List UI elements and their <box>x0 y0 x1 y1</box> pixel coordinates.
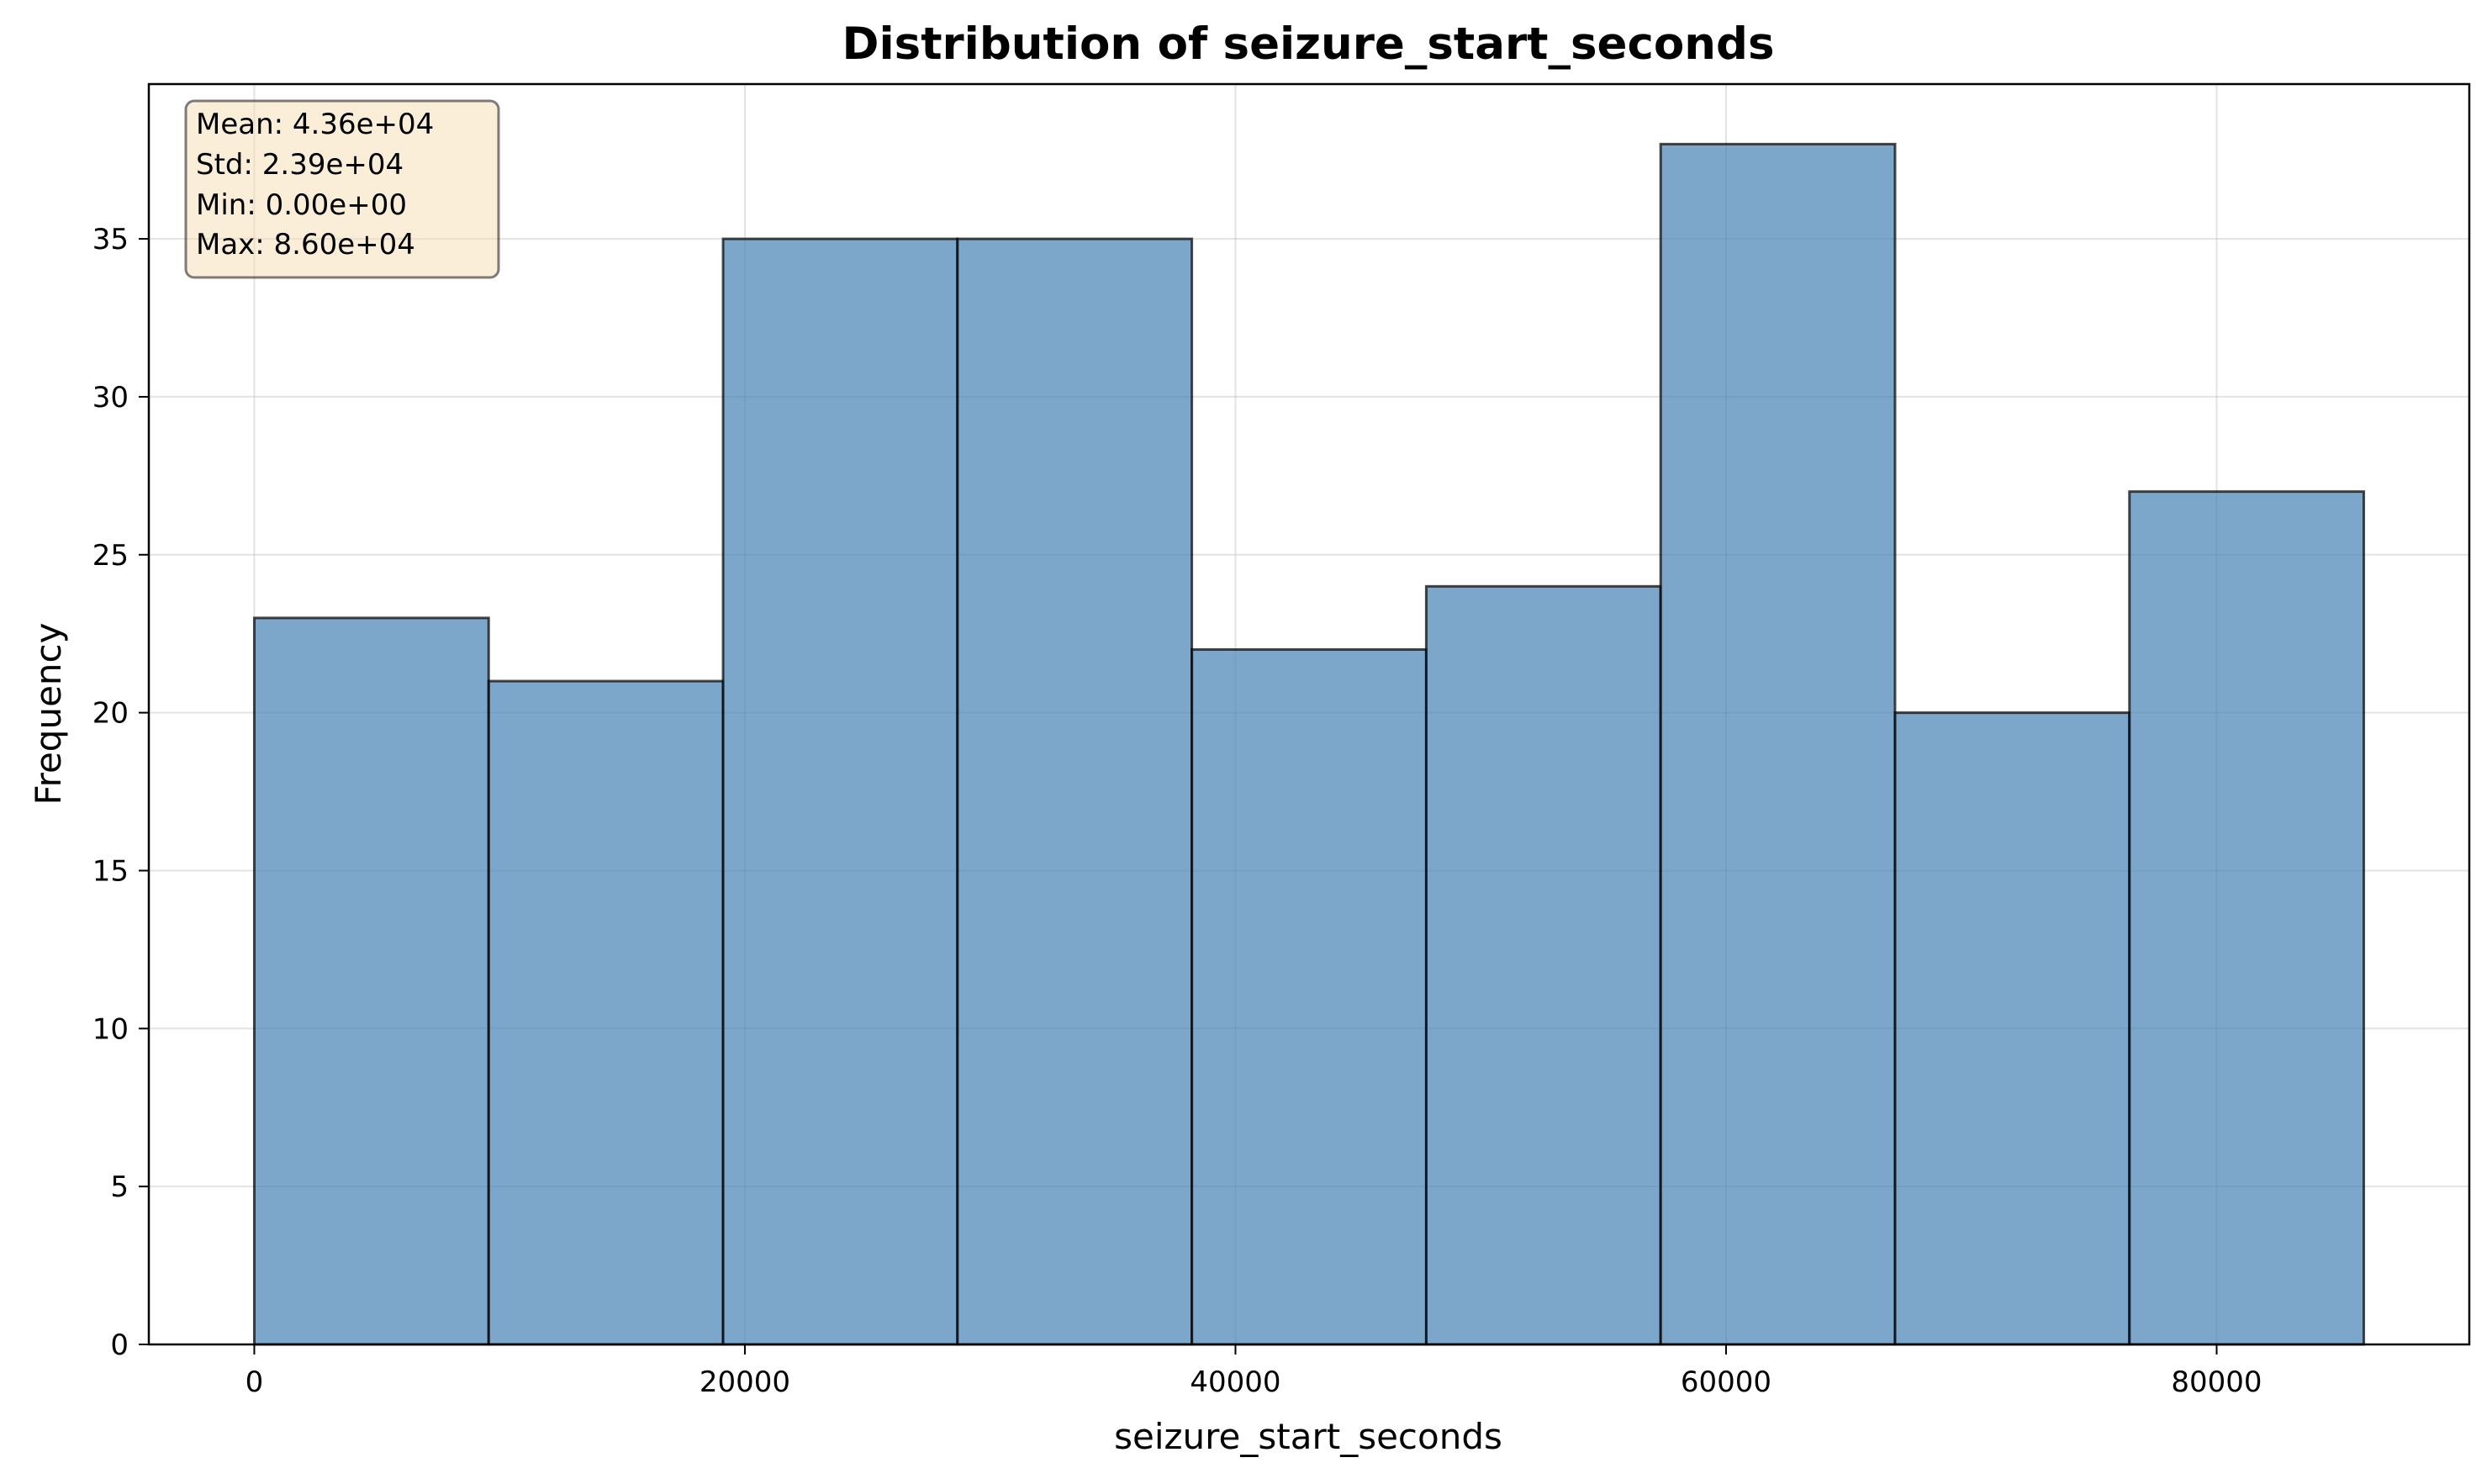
histogram-bar <box>1424 584 1662 1346</box>
x-tick-label: 40000 <box>1190 1365 1280 1399</box>
histogram-bar <box>252 616 490 1346</box>
stats-min: Min: 0.00e+00 <box>196 188 407 222</box>
stats-box-background <box>184 99 500 279</box>
plot-frame <box>147 82 2471 1346</box>
stats-std: Std: 2.39e+04 <box>196 148 404 182</box>
y-tick-label: 35 <box>92 223 129 256</box>
y-tick-label: 5 <box>110 1170 129 1204</box>
y-tick-label: 30 <box>92 381 129 415</box>
histogram-bar <box>721 237 959 1346</box>
x-tick-label: 80000 <box>2171 1365 2262 1399</box>
y-axis-ticks: 0 5 10 15 20 25 30 35 <box>92 223 149 1362</box>
histogram-bar <box>1191 647 1428 1346</box>
y-tick-label: 10 <box>92 1012 129 1046</box>
histogram-bar <box>956 237 1194 1346</box>
histogram-bar <box>487 679 725 1346</box>
y-tick-label: 20 <box>92 697 129 731</box>
bars <box>252 142 2366 1346</box>
y-tick-label: 15 <box>92 854 129 888</box>
x-tick-label: 20000 <box>700 1365 790 1399</box>
stats-mean: Mean: 4.36e+04 <box>196 108 434 141</box>
x-tick-label: 0 <box>246 1365 264 1399</box>
x-axis-label: seizure_start_seconds <box>1114 1416 1502 1457</box>
histogram-bar <box>1659 142 1897 1346</box>
histogram-bar <box>1893 711 2131 1346</box>
chart-title: Distribution of seizure_start_seconds <box>842 18 1774 70</box>
y-tick-label: 25 <box>92 539 129 573</box>
x-tick-label: 60000 <box>1681 1365 1771 1399</box>
histogram-bar <box>2128 490 2366 1346</box>
stats-max: Max: 8.60e+04 <box>196 228 415 261</box>
x-axis-ticks: 0 20000 40000 60000 80000 <box>246 1344 2262 1399</box>
y-axis-label: Frequency <box>28 623 69 805</box>
y-tick-label: 0 <box>110 1328 129 1362</box>
stats-box: Mean: 4.36e+04 Std: 2.39e+04 Min: 0.00e+… <box>184 99 500 279</box>
